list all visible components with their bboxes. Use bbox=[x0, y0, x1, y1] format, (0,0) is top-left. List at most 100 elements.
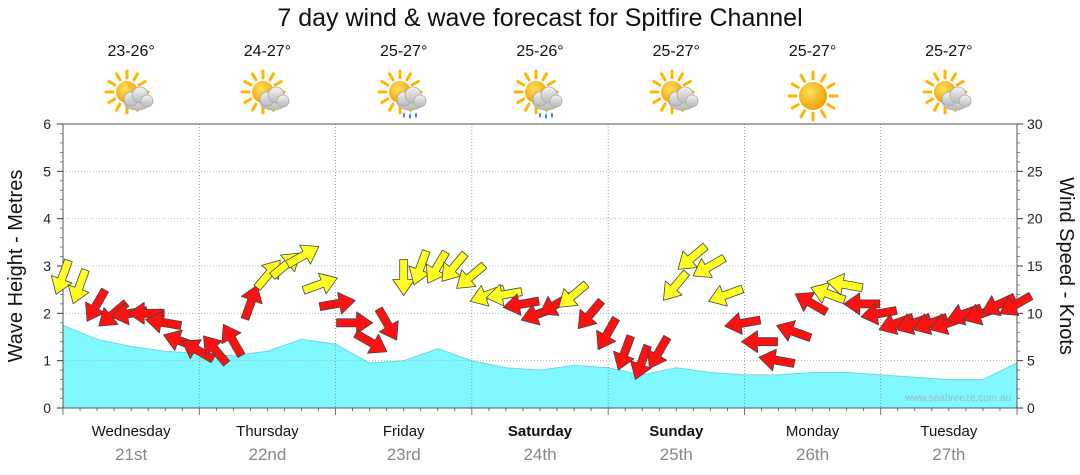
sunny-icon bbox=[785, 68, 841, 124]
wind-arrow-shape bbox=[67, 268, 90, 305]
wind-arrow-shape bbox=[596, 316, 620, 351]
right-tick-label: 25 bbox=[1027, 163, 1043, 179]
wind-arrow bbox=[285, 244, 320, 269]
wind-arrow-shape bbox=[353, 329, 388, 354]
day-temperature-range: 24-27° bbox=[243, 43, 292, 60]
wind-arrow bbox=[596, 316, 620, 351]
wind-arrow bbox=[127, 301, 165, 325]
wind-arrow-shape bbox=[203, 335, 231, 367]
wind-arrow bbox=[999, 292, 1034, 316]
wind-arrow-shape bbox=[301, 272, 338, 295]
wind-arrow-shape bbox=[860, 302, 898, 326]
left-tick-label: 3 bbox=[43, 258, 51, 274]
day-date-label: 25th bbox=[660, 445, 693, 464]
day-name-label: Monday bbox=[786, 423, 840, 440]
wind-arrow bbox=[181, 339, 216, 364]
right-tick-label: 0 bbox=[1027, 400, 1035, 416]
wind-arrow bbox=[374, 306, 399, 341]
wind-arrow bbox=[145, 310, 183, 334]
left-tick-label: 5 bbox=[43, 163, 51, 179]
day-name-label: Friday bbox=[383, 423, 425, 440]
wind-arrow bbox=[741, 330, 778, 354]
wind-arrow bbox=[758, 348, 796, 372]
right-tick-label: 30 bbox=[1027, 116, 1043, 132]
day-name-label: Thursday bbox=[236, 423, 299, 440]
day-name-label: Tuesday bbox=[920, 423, 977, 440]
wind-arrow-shape bbox=[240, 284, 263, 321]
wind-arrow-shape bbox=[999, 292, 1034, 316]
day-name-label: Sunday bbox=[649, 423, 704, 440]
wind-arrow-shape bbox=[127, 301, 165, 325]
wind-arrow bbox=[502, 293, 540, 316]
day-name-label: Saturday bbox=[508, 423, 573, 440]
wind-arrow-shape bbox=[456, 261, 488, 289]
wind-arrow-shape bbox=[677, 242, 709, 270]
wind-arrow bbox=[826, 272, 864, 296]
wind-arrows-group bbox=[50, 242, 1034, 380]
wind-arrow-shape bbox=[145, 310, 183, 334]
wind-arrow-shape bbox=[558, 280, 590, 308]
wind-arrow-shape bbox=[485, 283, 523, 307]
day-date-label: 26th bbox=[796, 445, 829, 464]
wind-arrow-shape bbox=[50, 258, 73, 295]
wind-arrow-shape bbox=[776, 320, 813, 342]
day-temperature-range: 23-26° bbox=[107, 43, 155, 60]
wind-arrow bbox=[724, 312, 762, 335]
wind-arrow bbox=[221, 323, 246, 358]
wind-arrow-shape bbox=[502, 293, 540, 316]
wind-arrow-shape bbox=[647, 334, 672, 369]
wind-arrow-shape bbox=[577, 298, 605, 330]
day-date-label: 24th bbox=[523, 445, 556, 464]
right-tick-label: 20 bbox=[1027, 211, 1043, 227]
wind-arrow bbox=[843, 292, 881, 316]
day-date-label: 22nd bbox=[249, 445, 287, 464]
day-temperature-range: 25-27° bbox=[380, 43, 428, 60]
right-tick-label: 5 bbox=[1027, 353, 1035, 369]
wind-arrow bbox=[240, 284, 263, 321]
wind-arrow bbox=[50, 258, 73, 295]
wind-arrow-shape bbox=[708, 284, 745, 307]
partly-cloudy-icon bbox=[239, 68, 295, 124]
left-tick-label: 2 bbox=[43, 305, 51, 321]
wind-arrow bbox=[67, 268, 90, 305]
wind-arrow bbox=[353, 329, 388, 354]
left-tick-label: 1 bbox=[43, 353, 51, 369]
right-tick-label: 10 bbox=[1027, 305, 1043, 321]
wind-arrow bbox=[647, 334, 672, 369]
wind-arrow bbox=[677, 242, 709, 270]
wind-arrow-shape bbox=[794, 291, 829, 316]
right-tick-label: 15 bbox=[1027, 258, 1043, 274]
partly-cloudy-icon bbox=[921, 68, 977, 124]
wind-arrow bbox=[776, 320, 813, 342]
day-date-label: 27th bbox=[932, 445, 965, 464]
wind-arrow bbox=[663, 269, 691, 301]
wind-arrow bbox=[692, 254, 727, 278]
left-tick-label: 4 bbox=[43, 211, 51, 227]
wind-arrow-shape bbox=[318, 291, 356, 315]
wind-arrow bbox=[794, 291, 829, 316]
wind-arrow bbox=[577, 298, 605, 330]
day-date-label: 23rd bbox=[387, 445, 421, 464]
credit-text: www.seabreeze.com.au bbox=[904, 393, 1011, 404]
wind-arrow bbox=[318, 291, 356, 315]
wind-arrow-shape bbox=[843, 292, 881, 316]
wind-arrow bbox=[613, 334, 635, 371]
daily-forecast-header: 23-26° 24-27° 25-27° 25-26° 25-27° 25-27° 25-2… bbox=[0, 0, 1080, 122]
chart-title: 7 day wind & wave forecast for Spitfire … bbox=[277, 4, 803, 32]
wind-arrow-shape bbox=[285, 244, 320, 269]
wind-arrow-shape bbox=[374, 306, 399, 341]
wind-arrow-shape bbox=[181, 339, 216, 364]
wind-arrow-shape bbox=[253, 259, 281, 291]
wind-arrow-shape bbox=[826, 272, 864, 296]
wind-arrow bbox=[301, 272, 338, 295]
day-temperature-range: 25-27° bbox=[652, 43, 700, 60]
day-name-label: Wednesday bbox=[92, 423, 171, 440]
wind-arrow bbox=[708, 284, 745, 307]
wind-arrow bbox=[203, 335, 231, 367]
wind-arrow-shape bbox=[741, 330, 778, 354]
wind-arrow bbox=[558, 280, 590, 308]
wind-arrow-shape bbox=[724, 312, 762, 335]
day-date-label: 21st bbox=[115, 445, 147, 464]
wind-arrow bbox=[485, 283, 523, 307]
